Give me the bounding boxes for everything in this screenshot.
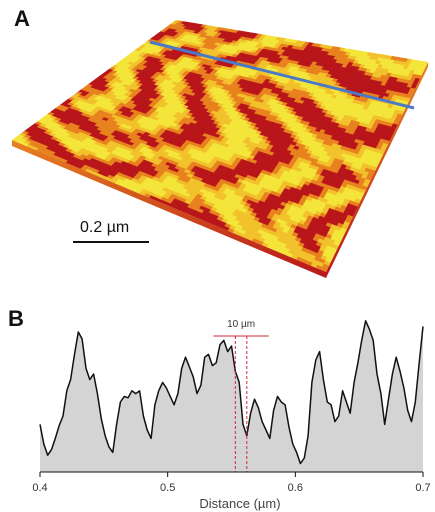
x-tick-label: 0.7 (415, 482, 430, 494)
surface-front-edge (12, 140, 326, 278)
scale-bar-label: 0.2 µm (80, 219, 130, 236)
x-axis-title: Distance (µm) (199, 496, 280, 511)
height-profile-chart: 10 µm 0.4 0.5 0.6 0.7 Distance (µm) (32, 319, 431, 511)
x-tick-label: 0.4 (32, 482, 47, 494)
annotation-label: 10 µm (227, 319, 255, 330)
x-tick-label: 0.5 (160, 482, 175, 494)
afm-surface-3d (12, 20, 428, 278)
x-tick-label: 0.6 (288, 482, 303, 494)
panel-a-label: A (14, 6, 30, 31)
surface-right-edge (326, 62, 428, 278)
x-axis: 0.4 0.5 0.6 0.7 (32, 471, 431, 494)
profile-area-group (39, 320, 424, 472)
scale-bar-line (73, 241, 149, 243)
